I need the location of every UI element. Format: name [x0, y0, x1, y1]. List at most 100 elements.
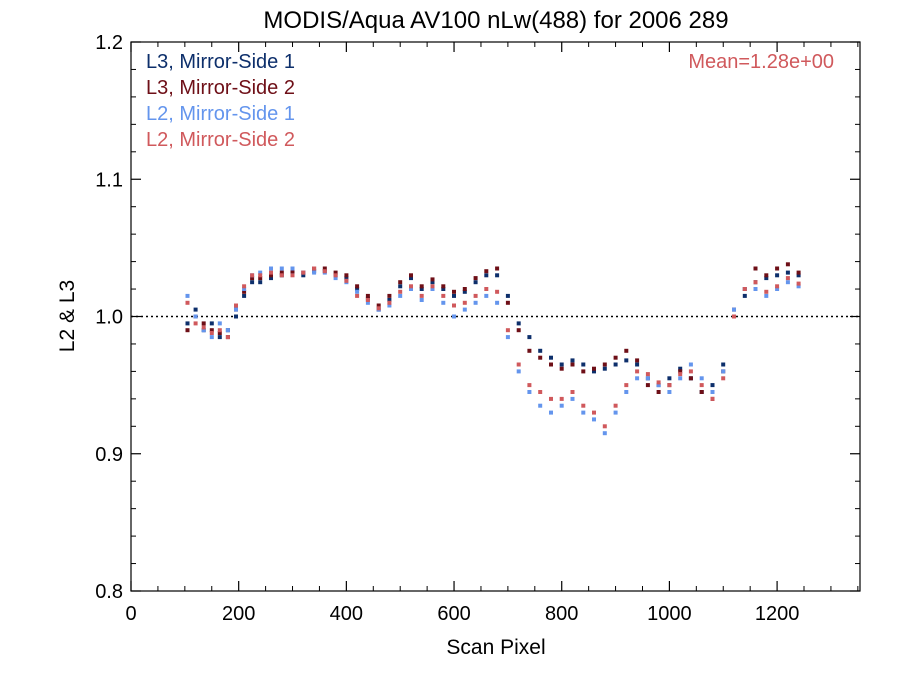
data-point — [678, 369, 683, 374]
data-point — [656, 390, 661, 394]
data-point — [613, 362, 618, 367]
data-point — [753, 266, 758, 271]
data-point — [613, 403, 618, 408]
data-point — [549, 362, 553, 367]
data-point — [201, 321, 206, 326]
data-point — [764, 276, 769, 281]
data-point — [441, 293, 446, 298]
data-point — [721, 369, 726, 374]
data-point — [242, 293, 247, 298]
y-axis-label: L2 & L3 — [56, 280, 79, 352]
data-point — [225, 335, 230, 340]
data-point — [365, 300, 370, 305]
legend-entry: L3, Mirror-Side 2 — [146, 77, 295, 99]
data-point — [484, 287, 489, 291]
data-point — [785, 262, 790, 267]
data-point — [193, 314, 198, 319]
data-point — [201, 328, 206, 333]
data-point — [452, 289, 456, 294]
data-point — [290, 266, 295, 271]
data-point — [570, 390, 575, 394]
data-point — [538, 390, 543, 394]
data-point — [710, 396, 715, 401]
legend-entry: L3, Mirror-Side 1 — [146, 51, 295, 73]
data-point — [624, 383, 629, 388]
data-point — [495, 273, 500, 278]
data-point — [688, 362, 693, 367]
data-point — [269, 270, 273, 275]
data-point — [602, 431, 607, 436]
data-point — [559, 396, 564, 401]
data-point — [473, 300, 478, 305]
data-point — [516, 328, 521, 333]
data-point — [538, 355, 543, 360]
data-point — [333, 270, 338, 275]
data-point — [559, 366, 564, 371]
data-point — [185, 328, 190, 333]
x-tick-label: 200 — [222, 603, 255, 625]
data-point — [398, 293, 403, 298]
data-point — [592, 410, 596, 415]
data-point — [484, 293, 489, 298]
data-point — [473, 280, 478, 285]
data-point — [344, 273, 349, 278]
data-point — [710, 390, 715, 394]
data-point — [250, 280, 255, 285]
data-point — [570, 362, 575, 367]
x-tick-label: 1200 — [755, 603, 800, 625]
data-point — [645, 383, 650, 388]
data-point — [796, 281, 801, 286]
data-point — [775, 273, 780, 278]
data-point — [409, 276, 413, 281]
data-point — [290, 273, 295, 278]
data-point — [430, 287, 435, 291]
data-point — [796, 273, 801, 278]
data-point — [365, 293, 370, 298]
data-point — [624, 348, 629, 353]
data-point — [473, 276, 478, 281]
data-point — [484, 273, 489, 278]
data-point — [409, 287, 413, 291]
data-point — [217, 331, 222, 335]
data-point — [209, 328, 214, 333]
data-point — [242, 289, 247, 294]
data-point — [667, 376, 672, 381]
data-point — [559, 362, 564, 367]
data-point — [419, 287, 424, 291]
data-point — [234, 314, 238, 319]
data-point — [322, 269, 327, 274]
data-point — [667, 390, 672, 394]
data-point — [710, 383, 715, 388]
data-point — [473, 293, 478, 298]
data-point — [549, 355, 553, 360]
data-point — [549, 396, 553, 401]
data-point — [201, 325, 206, 330]
mean-annotation: Mean=1.28e+00 — [688, 51, 834, 73]
x-axis: 0 200 400 600 800 1000 1200 — [125, 42, 859, 625]
data-point — [581, 369, 586, 374]
data-point — [269, 266, 273, 271]
x-tick-label: 0 — [125, 603, 136, 625]
data-point — [495, 289, 500, 294]
data-point — [527, 335, 532, 340]
data-point — [344, 278, 349, 283]
data-point — [301, 273, 306, 278]
data-point — [242, 284, 247, 289]
y-tick-label: 1.1 — [95, 169, 123, 191]
data-point — [775, 266, 780, 271]
data-point — [505, 335, 510, 340]
data-point — [592, 369, 596, 374]
data-point — [484, 269, 489, 274]
data-point — [419, 293, 424, 298]
data-point — [462, 289, 467, 294]
data-point — [742, 293, 747, 298]
data-point — [217, 321, 222, 326]
data-point — [355, 287, 360, 291]
x-tick-label: 800 — [545, 603, 578, 625]
data-point — [645, 376, 650, 381]
data-point — [209, 321, 214, 326]
data-point — [242, 287, 247, 291]
data-point — [796, 270, 801, 275]
data-point — [721, 362, 726, 367]
